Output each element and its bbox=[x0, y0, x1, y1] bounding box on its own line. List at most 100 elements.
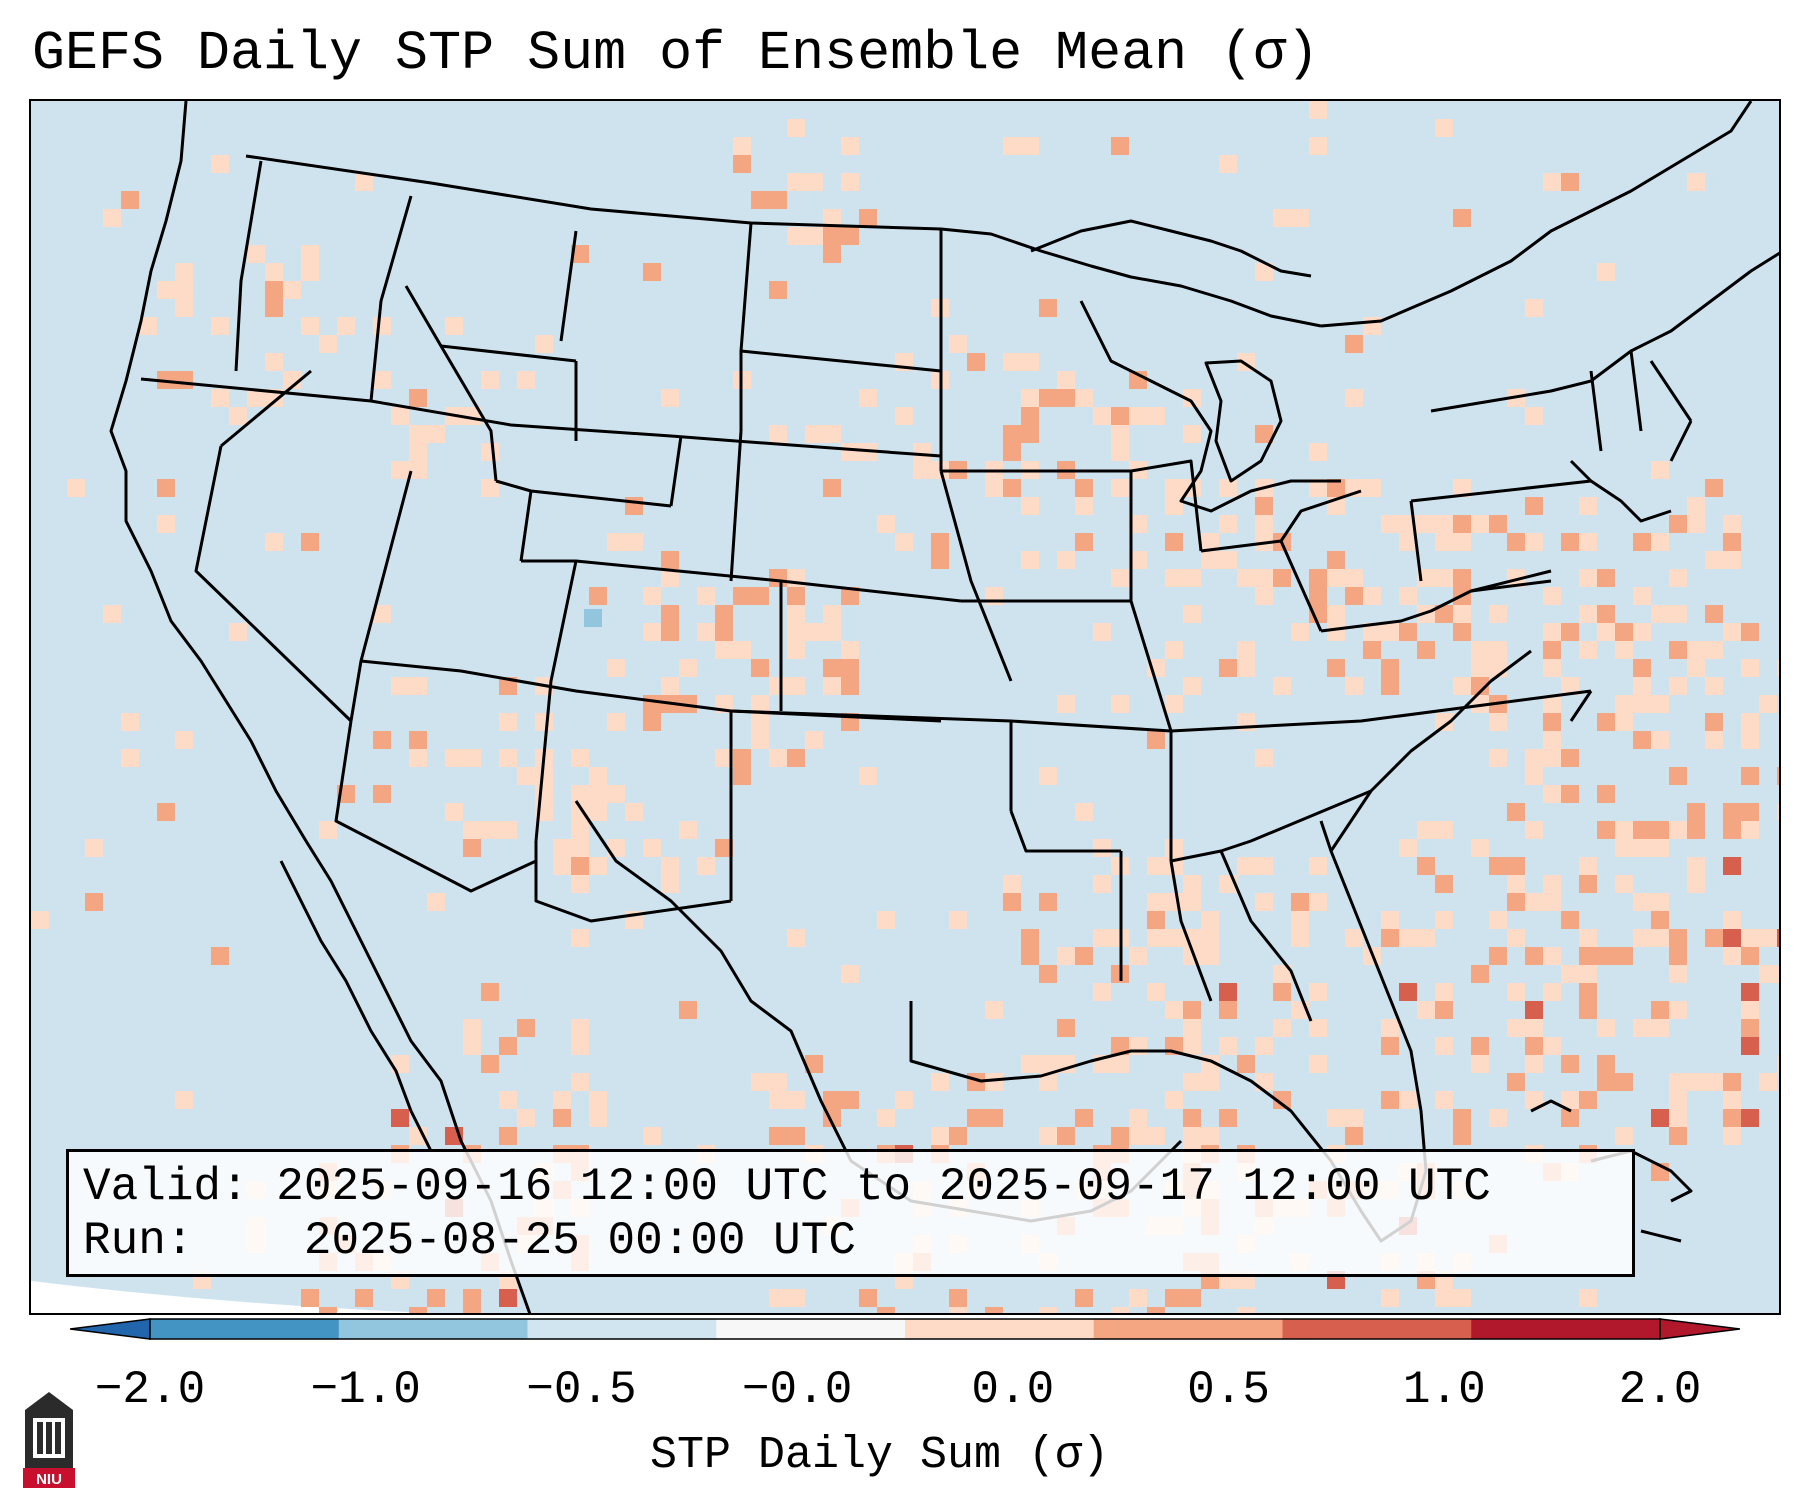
stp-cell bbox=[697, 623, 715, 641]
stp-cell bbox=[1561, 749, 1579, 767]
stp-cell bbox=[1687, 803, 1705, 821]
stp-cell bbox=[1633, 533, 1651, 551]
niu-logo-icon: NIU bbox=[23, 1392, 75, 1488]
stp-cell bbox=[805, 173, 823, 191]
stp-cell bbox=[499, 1289, 517, 1307]
stp-cell bbox=[1651, 695, 1669, 713]
stp-cell bbox=[661, 389, 679, 407]
stp-cell bbox=[841, 587, 859, 605]
stp-cell bbox=[1507, 929, 1525, 947]
stp-cell bbox=[1651, 911, 1669, 929]
stp-cell bbox=[1399, 839, 1417, 857]
stp-cell bbox=[1363, 317, 1381, 335]
stp-cell bbox=[427, 893, 445, 911]
stp-cell bbox=[1579, 947, 1597, 965]
stp-cell bbox=[1435, 875, 1453, 893]
stp-cell bbox=[1723, 533, 1741, 551]
stp-cell bbox=[1345, 569, 1363, 587]
stp-cell bbox=[1093, 929, 1111, 947]
stp-cell bbox=[1687, 857, 1705, 875]
stp-cell bbox=[1561, 1109, 1579, 1127]
stp-cell bbox=[1597, 713, 1615, 731]
stp-cell bbox=[571, 1019, 589, 1037]
stp-cell bbox=[1039, 1055, 1057, 1073]
stp-cell bbox=[1453, 569, 1471, 587]
stp-cell bbox=[481, 983, 499, 1001]
stp-cell bbox=[1489, 857, 1507, 875]
stp-cell bbox=[1039, 1307, 1057, 1313]
stp-cell bbox=[1381, 1091, 1399, 1109]
stp-cell bbox=[1561, 677, 1579, 695]
stp-cell bbox=[584, 609, 602, 627]
stp-cell bbox=[1579, 497, 1597, 515]
stp-cell bbox=[1741, 1037, 1759, 1055]
stp-cell bbox=[967, 1109, 985, 1127]
stp-cell bbox=[553, 839, 571, 857]
stp-cell bbox=[319, 821, 337, 839]
stp-cell bbox=[1183, 1037, 1201, 1055]
stp-cell bbox=[265, 281, 283, 299]
stp-cell bbox=[1255, 569, 1273, 587]
stp-cell bbox=[643, 1127, 661, 1145]
stp-cell bbox=[1165, 641, 1183, 659]
stp-cell bbox=[463, 1307, 481, 1313]
stp-cell bbox=[1399, 623, 1417, 641]
stp-cell bbox=[1111, 407, 1129, 425]
stp-cell bbox=[1363, 587, 1381, 605]
stp-cell bbox=[1219, 659, 1237, 677]
stp-cell bbox=[1381, 1289, 1399, 1307]
stp-cell bbox=[841, 227, 859, 245]
stp-cell bbox=[1381, 515, 1399, 533]
stp-cell bbox=[1543, 173, 1561, 191]
stp-cell bbox=[1147, 893, 1165, 911]
stp-cell bbox=[265, 263, 283, 281]
stp-cell bbox=[1255, 893, 1273, 911]
stp-cell bbox=[1111, 695, 1129, 713]
stp-cell bbox=[823, 1091, 841, 1109]
stp-cell bbox=[1345, 335, 1363, 353]
stp-cell bbox=[823, 605, 841, 623]
stp-cell bbox=[409, 677, 427, 695]
stp-cell bbox=[715, 623, 733, 641]
stp-cell bbox=[733, 587, 751, 605]
stp-cell bbox=[1669, 515, 1687, 533]
stp-cell bbox=[1435, 119, 1453, 137]
stp-cell bbox=[625, 533, 643, 551]
stp-cell bbox=[769, 677, 787, 695]
stp-cell bbox=[589, 1091, 607, 1109]
stp-cell bbox=[1687, 641, 1705, 659]
stp-cell bbox=[1543, 749, 1561, 767]
stp-cell bbox=[1525, 1055, 1543, 1073]
stp-cell bbox=[1165, 569, 1183, 587]
stp-cell bbox=[1489, 947, 1507, 965]
stp-cell bbox=[787, 119, 805, 137]
stp-cell bbox=[787, 1289, 805, 1307]
stp-cell bbox=[1471, 839, 1489, 857]
stp-cell bbox=[1471, 1037, 1489, 1055]
stp-cell bbox=[391, 1109, 409, 1127]
stp-cell bbox=[1543, 641, 1561, 659]
stp-cell bbox=[1165, 695, 1183, 713]
stp-cell bbox=[535, 785, 553, 803]
stp-cell bbox=[1453, 1127, 1471, 1145]
stp-cell bbox=[1345, 1109, 1363, 1127]
stp-cell bbox=[1237, 659, 1255, 677]
stp-cell bbox=[1219, 1001, 1237, 1019]
stp-cell bbox=[1543, 893, 1561, 911]
stp-cell bbox=[121, 749, 139, 767]
map-panel bbox=[29, 99, 1781, 1315]
stp-cell bbox=[1435, 533, 1453, 551]
stp-cell bbox=[1381, 623, 1399, 641]
stp-cell bbox=[1561, 965, 1579, 983]
stp-anomaly-cells bbox=[31, 101, 1779, 1313]
stp-cell bbox=[1129, 1109, 1147, 1127]
stp-cell bbox=[1003, 425, 1021, 443]
stp-cell bbox=[859, 389, 877, 407]
stp-cell bbox=[1309, 101, 1327, 119]
stp-cell bbox=[1561, 1091, 1579, 1109]
stp-cell bbox=[571, 1037, 589, 1055]
stp-cell bbox=[319, 335, 337, 353]
stp-cell bbox=[1615, 947, 1633, 965]
stp-cell bbox=[769, 1073, 787, 1091]
stp-cell bbox=[139, 317, 157, 335]
